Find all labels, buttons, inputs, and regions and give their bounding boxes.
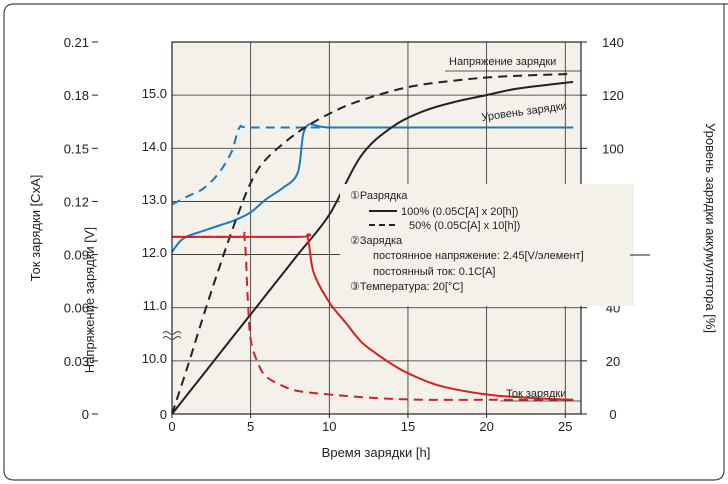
y-tick-label-level: 100 [602,141,624,156]
y-tick-label-current: 0.06 [64,301,89,316]
voltage-curve-label: Напряжение зарядки [449,56,556,68]
y-tick-label-current: 0 [82,407,89,422]
y-tick-label-current: 0.21 [64,35,89,50]
y-tick-label-voltage: 11.0 [143,298,167,313]
legend-temperature: ③Температура: 20[°C] [350,281,463,293]
y-tick-label-voltage: 15.0 [142,86,167,101]
y-tick-label-level: 120 [602,88,624,103]
x-tick-label: 25 [558,419,572,434]
current-curve-label: Ток зарядки [506,388,566,400]
legend-discharge-100: 100% (0.05C[A] x 20[h]) [401,206,518,218]
y-tick-label-level: 20 [606,354,620,369]
series-line [171,72,574,415]
y-tick-label-level: 140 [602,35,624,50]
y-axis-level-label: Уровень зарядки аккумулятора [%] [703,123,718,333]
legend-block: ①Разрядка 100% (0.05C[A] x 20[h]) 50% (0… [340,184,650,306]
x-tick-label: 10 [322,419,336,434]
y-axis-voltage-label: Напряжение зарядки [V] [82,227,97,373]
y-tick-label-voltage: 10.0 [142,351,167,366]
series-line [172,233,574,401]
legend-discharge-title: ①Разрядка [350,190,408,202]
y-tick-label-current: 0.09 [64,248,89,263]
legend-charge-current: постоянный ток: 0.1C[A] [373,266,495,278]
x-axis-label: Время зарядки [h] [322,445,431,460]
curves [171,72,574,415]
x-tick-label: 0 [168,419,175,434]
y-tick-label-current: 0.12 [64,194,89,209]
x-tick-label: 5 [247,419,254,434]
x-tick-label: 20 [479,419,493,434]
y-tick-label-voltage: 12.0 [142,245,167,260]
series-line [171,80,574,415]
y-tick-label-current: 0.15 [64,141,89,156]
series-line [172,231,574,401]
y-tick-label-level: 0 [609,407,616,422]
y-axis-current-label: Ток зарядки [CxA] [28,175,43,282]
legend-discharge-50: 50% (0.05C[A] x 10[h]) [409,220,520,232]
legend-background [340,184,634,306]
y-tick-label-voltage: 13.0 [142,192,167,207]
y-tick-label-voltage: 0 [160,407,167,422]
legend-charge-title: ②Зарядка [350,235,403,247]
series-line [171,124,574,206]
y-tick-label-current: 0.18 [64,88,89,103]
x-tick-label: 15 [401,419,415,434]
card-border [3,3,728,481]
y-tick-label-voltage: 14.0 [142,139,167,154]
legend-charge-voltage: постоянное напряжение: 2.45[V/элемент] [373,250,584,262]
y-tick-label-current: 0.03 [64,354,89,369]
axis-break-mark [162,331,182,340]
